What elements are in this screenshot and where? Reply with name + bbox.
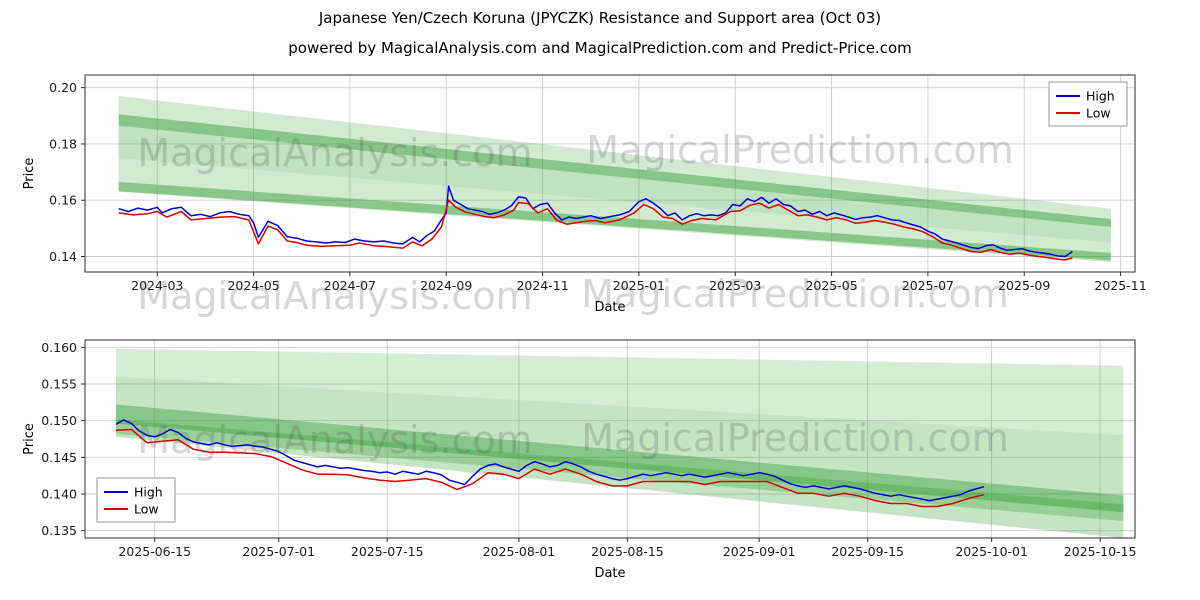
y-tick-label: 0.18 — [49, 136, 77, 151]
plot-border — [84, 74, 1136, 273]
x-tick-label: 2024-09 — [420, 278, 472, 293]
y-tick-label: 0.155 — [41, 377, 77, 392]
y-tick-label: 0.145 — [41, 450, 77, 465]
x-tick-label: 2025-05 — [805, 278, 857, 293]
x-tick-label: 2025-10-15 — [1064, 544, 1137, 559]
x-tick-label: 2025-11 — [1094, 278, 1146, 293]
ticks-layer: 2025-06-15 2025-07-01 2025-07-15 2025-08-01… — [41, 340, 1136, 559]
x-tick-label: 2024-07 — [324, 278, 376, 293]
series-low-line — [115, 428, 985, 508]
figure-subtitle: powered by MagicalAnalysis.com and Magic… — [288, 39, 912, 57]
y-tick-label: 0.160 — [41, 340, 77, 355]
x-tick-label: 2025-03 — [709, 278, 761, 293]
support-resistance-bands — [116, 348, 1124, 538]
price-chart-main: 2024-03 2024-05 2024-07 2024-09 2024-11 2025-… — [22, 74, 1147, 315]
series-layer — [115, 419, 985, 508]
x-tick-label: 2025-09 — [998, 278, 1050, 293]
y-tick-label: 0.16 — [49, 193, 77, 208]
series-high-line — [115, 419, 985, 502]
x-axis-label: Date — [594, 566, 625, 581]
series-low-line — [118, 199, 1073, 261]
price-chart-zoom: 2025-06-15 2025-07-01 2025-07-15 2025-08-01… — [22, 339, 1136, 581]
y-tick-label: 0.140 — [41, 487, 77, 502]
x-tick-label: 2025-07-15 — [351, 544, 424, 559]
y-tick-label: 0.150 — [41, 413, 77, 428]
x-tick-label: 2025-08-15 — [591, 544, 664, 559]
y-tick-label: 0.135 — [41, 523, 77, 538]
legend-label-high: High — [1086, 89, 1115, 104]
x-tick-label: 2025-07 — [902, 278, 954, 293]
x-tick-label: 2024-11 — [516, 278, 568, 293]
support-resistance-bands — [118, 96, 1111, 263]
y-tick-label: 0.14 — [49, 249, 77, 264]
x-tick-label: 2024-03 — [131, 278, 183, 293]
x-tick-label: 2025-08-01 — [483, 544, 556, 559]
x-tick-label: 2024-05 — [227, 278, 279, 293]
legend: High Low — [96, 477, 176, 523]
x-tick-label: 2025-10-01 — [955, 544, 1028, 559]
figure-title: Japanese Yen/Czech Koruna (JPYCZK) Resis… — [318, 9, 882, 27]
legend-label-low: Low — [134, 502, 159, 517]
x-axis-label: Date — [594, 300, 625, 315]
x-tick-label: 2025-09-15 — [831, 544, 904, 559]
legend: High Low — [1048, 81, 1128, 127]
legend-label-low: Low — [1086, 106, 1111, 121]
series-layer — [118, 185, 1073, 261]
x-tick-label: 2025-06-15 — [118, 544, 191, 559]
x-tick-label: 2025-09-01 — [723, 544, 796, 559]
x-tick-label: 2025-07-01 — [242, 544, 315, 559]
plot-border — [84, 339, 1136, 539]
series-high-line — [118, 185, 1073, 258]
y-tick-label: 0.20 — [49, 80, 77, 95]
y-axis-label: Price — [22, 158, 37, 190]
x-tick-label: 2025-01 — [613, 278, 665, 293]
grid-layer — [85, 340, 1135, 538]
y-axis-label: Price — [22, 423, 37, 455]
ticks-layer: 2024-03 2024-05 2024-07 2024-09 2024-11 2025-… — [49, 80, 1147, 293]
legend-label-high: High — [134, 485, 163, 500]
